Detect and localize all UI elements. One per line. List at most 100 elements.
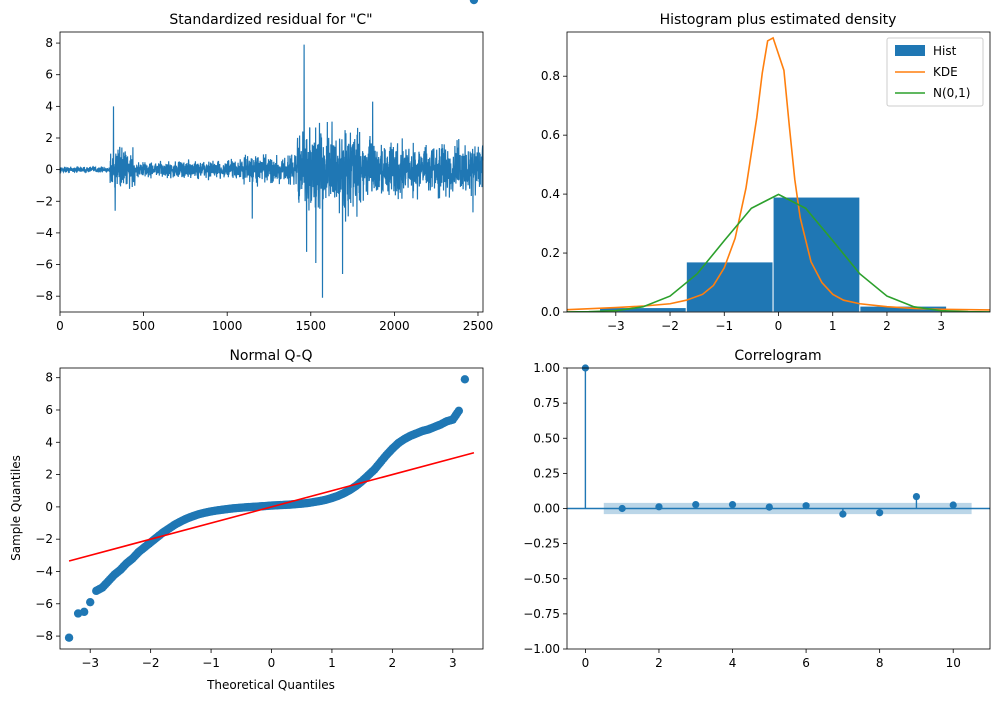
y-tick-label: 0.75 [533, 396, 560, 410]
x-tick-label: 3 [449, 656, 457, 670]
residual-panel: Standardized residual for "C" 0 500 1000 15… [35, 12, 493, 333]
residual-frame [59, 31, 484, 313]
y-tick-label: −0.25 [523, 537, 560, 551]
x-tick-label: 8 [876, 656, 884, 670]
y-tick-label: −6 [35, 258, 53, 272]
x-tick-label: 2500 [463, 319, 494, 333]
histogram-legend: Hist KDE N(0,1) [886, 37, 984, 107]
qq-point [86, 597, 95, 607]
qq-point [64, 633, 74, 642]
y-tick-label: 6 [45, 68, 53, 82]
qq-ylabel: Sample Quantiles [9, 455, 23, 561]
y-tick-label: −4 [35, 564, 53, 578]
x-tick-label: 0 [56, 319, 64, 333]
x-tick-label: 0 [268, 656, 276, 670]
qq-point [453, 408, 462, 418]
y-tick-label: 4 [45, 99, 53, 113]
correlogram-title: Correlogram [734, 348, 821, 364]
y-tick-label: −2 [35, 532, 53, 546]
x-tick-label: 2 [389, 656, 397, 670]
acf-point [692, 500, 700, 509]
y-tick-label: 4 [45, 435, 53, 449]
y-tick-label: 0.8 [541, 69, 560, 83]
qq-title: Normal Q-Q [229, 348, 312, 364]
x-tick-label: 2 [883, 319, 891, 333]
qq-reference-line [68, 452, 475, 562]
correlogram-marks [567, 364, 990, 518]
x-tick-label: 2000 [379, 319, 410, 333]
y-tick-label: −8 [35, 629, 53, 643]
histogram-title: Histogram plus estimated density [660, 12, 897, 28]
x-tick-label: 0 [775, 319, 783, 333]
y-tick-label: 2 [45, 468, 53, 482]
x-tick-label: 3 [937, 319, 945, 333]
histogram-ticks: −3 −2 −1 0 1 2 3 0.0 0.2 0.4 0.6 0.8 [541, 69, 945, 333]
qq-point [79, 607, 89, 617]
acf-point [655, 503, 663, 511]
y-tick-label: −0.50 [523, 572, 560, 586]
y-tick-label: 0.50 [533, 431, 560, 445]
correlogram-panel: Correlogram 0 2 4 6 8 10−1.00−0.75−0.50−0.250… [523, 348, 991, 670]
qq-point [469, 0, 479, 5]
correlogram-frame [566, 367, 991, 650]
x-tick-label: 1 [328, 656, 336, 670]
qq-xlabel: Theoretical Quantiles [206, 678, 335, 692]
acf-point [765, 503, 773, 511]
x-tick-label: 4 [729, 656, 737, 670]
residual-line-group [59, 44, 484, 298]
x-tick-label: −1 [202, 656, 220, 670]
y-tick-label: −2 [35, 194, 53, 208]
y-tick-label: 8 [45, 36, 53, 50]
y-tick-label: 0 [45, 500, 53, 514]
x-tick-label: 1500 [296, 319, 327, 333]
qq-frame [59, 367, 484, 650]
acf-point [728, 500, 737, 509]
y-tick-label: 6 [45, 403, 53, 417]
qq-panel: Normal Q-Q −3 −2 −1 0 1 2 3 −8 −6 −4 −2 0 2 4 6 8 Theor… [9, 0, 484, 692]
histogram-marks [567, 36, 990, 312]
x-tick-label: −3 [81, 656, 99, 670]
acf-point [876, 509, 884, 517]
qq-marks [64, 0, 479, 642]
y-tick-label: −8 [35, 289, 53, 303]
x-tick-label: −3 [607, 319, 625, 333]
x-tick-label: 2 [655, 656, 663, 670]
y-tick-label: 0.0 [541, 305, 560, 319]
x-tick-label: 6 [802, 656, 810, 670]
y-tick-label: 0.00 [533, 502, 560, 516]
x-tick-label: 1000 [212, 319, 243, 333]
y-tick-label: −1.00 [523, 642, 560, 656]
x-tick-label: 0 [582, 656, 590, 670]
correlogram-ticks: 0 2 4 6 8 10 −1.00 −0.75 −0.50 −0.25 0.00 0.25 0.50 0… [523, 361, 961, 670]
kde-line [567, 36, 990, 311]
histogram-plot-area [567, 36, 990, 312]
y-tick-label: 8 [45, 371, 53, 385]
y-tick-label: 0.4 [541, 187, 560, 201]
x-tick-label: 1 [829, 319, 837, 333]
y-tick-label: 0.25 [533, 466, 560, 480]
acf-point [839, 510, 847, 518]
hist-bar [685, 261, 774, 312]
legend-hist-label: Hist [933, 44, 957, 58]
y-tick-label: −0.75 [523, 607, 560, 621]
histogram-panel: Histogram plus estimated density −3 −2 −1 0… [541, 12, 991, 333]
y-tick-label: 0.2 [541, 246, 560, 260]
qq-point [460, 375, 470, 384]
histogram-frame [566, 31, 991, 313]
x-tick-label: 10 [946, 656, 961, 670]
acf-point [949, 501, 957, 509]
residual-ticks: 0 500 1000 1500 2000 2500 −8 −6 −4 −2 0 2 4 6 8 [35, 36, 493, 333]
y-tick-label: 2 [45, 131, 53, 145]
x-tick-label: −2 [661, 319, 679, 333]
hist-bar [772, 196, 861, 312]
y-tick-label: −6 [35, 597, 53, 611]
x-tick-label: −1 [715, 319, 733, 333]
qq-ticks: −3 −2 −1 0 1 2 3 −8 −6 −4 −2 0 2 4 6 8 [35, 371, 456, 670]
legend-hist-swatch [895, 45, 925, 56]
normal-density-line [567, 193, 990, 312]
y-tick-label: −4 [35, 226, 53, 240]
acf-point [802, 502, 810, 510]
x-tick-label: −2 [142, 656, 160, 670]
acf-point [912, 492, 921, 501]
